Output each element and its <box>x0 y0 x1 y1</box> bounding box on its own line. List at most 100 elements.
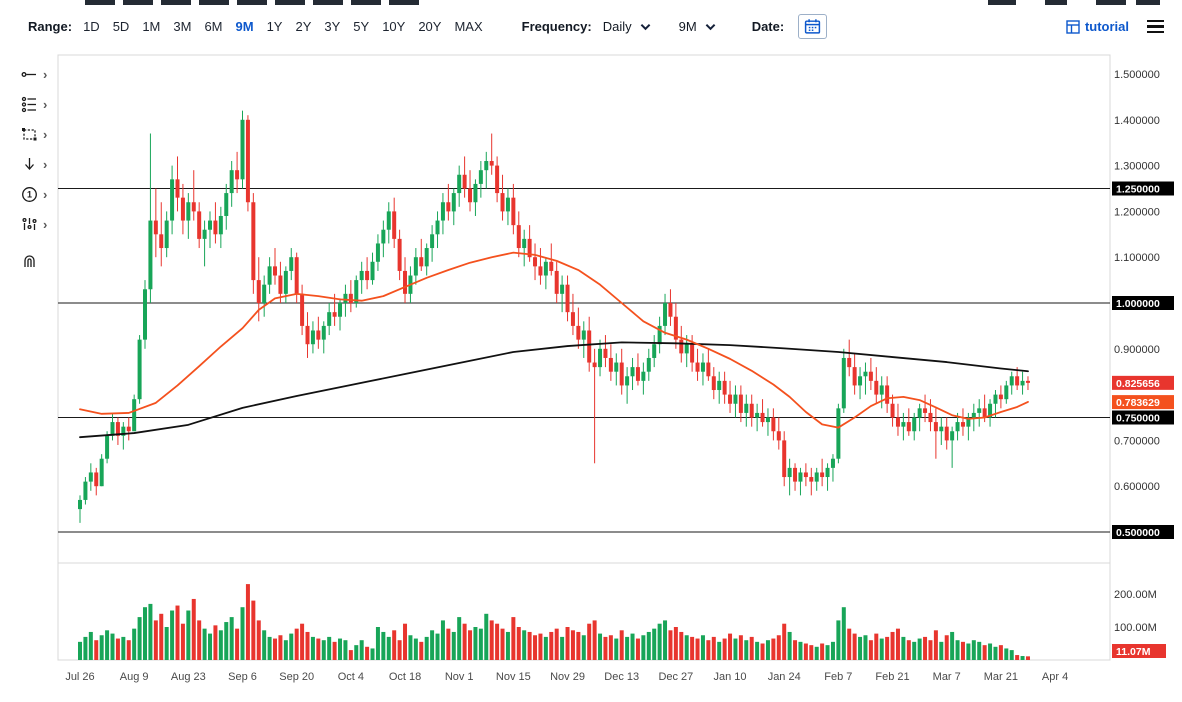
chevron-right-icon: › <box>43 186 48 202</box>
svg-text:11.07M: 11.07M <box>1116 646 1151 658</box>
svg-text:Sep 20: Sep 20 <box>279 671 314 683</box>
magnet-tool[interactable] <box>0 245 56 275</box>
date-picker-button[interactable] <box>798 14 828 39</box>
indicators-tool[interactable]: › <box>0 89 56 119</box>
range-label: Range: <box>28 19 73 34</box>
svg-text:0.750000: 0.750000 <box>1116 413 1160 425</box>
svg-text:Jan 24: Jan 24 <box>768 671 801 683</box>
range-selector: 1D 5D 1M 3M 6M 9M 1Y 2Y 3Y 5Y 10Y 20Y MAX <box>83 19 496 34</box>
svg-text:Nov 29: Nov 29 <box>550 671 585 683</box>
frequency-dropdown[interactable]: Daily <box>603 19 651 34</box>
svg-text:200.00M: 200.00M <box>1114 589 1157 601</box>
range-option-3m[interactable]: 3M <box>173 19 192 34</box>
range-option-9m[interactable]: 9M <box>235 19 254 34</box>
cropped-tab[interactable] <box>85 0 115 5</box>
svg-text:Dec 13: Dec 13 <box>604 671 639 683</box>
range-option-6m[interactable]: 6M <box>204 19 223 34</box>
svg-text:Jul 26: Jul 26 <box>65 671 94 683</box>
svg-text:0.900000: 0.900000 <box>1114 344 1160 356</box>
cropped-tab[interactable] <box>389 0 419 5</box>
svg-text:Aug 23: Aug 23 <box>171 671 206 683</box>
range-option-1m[interactable]: 1M <box>142 19 161 34</box>
candles-layer[interactable] <box>78 110 1030 523</box>
svg-text:Mar 7: Mar 7 <box>933 671 961 683</box>
tutorial-grid-icon <box>1066 19 1080 34</box>
frequency-value: Daily <box>602 19 632 34</box>
range-option-5d[interactable]: 5D <box>112 19 130 34</box>
arrow-tool[interactable]: › <box>0 149 56 179</box>
volume-badge: 11.07M <box>1112 644 1166 658</box>
cropped-tab[interactable] <box>988 0 1016 5</box>
cropped-tab[interactable] <box>1045 0 1067 5</box>
tutorial-link[interactable]: tutorial <box>1066 19 1129 34</box>
cropped-tab[interactable] <box>237 0 267 5</box>
svg-text:1.000000: 1.000000 <box>1116 298 1160 310</box>
svg-text:0.783629: 0.783629 <box>1116 397 1160 409</box>
svg-text:Aug 9: Aug 9 <box>120 671 149 683</box>
pattern-tool[interactable]: › <box>0 209 56 239</box>
candlestick-chart[interactable]: 1.500000 1.400000 1.300000 1.200000 1.100000… <box>0 47 1182 702</box>
cropped-tab[interactable] <box>351 0 381 5</box>
x-axis-labels: Jul 26 Aug 9 Aug 23 Sep 6 Sep 20 Oct 4 Oct 18 N… <box>65 671 1068 683</box>
svg-text:Mar 21: Mar 21 <box>984 671 1018 683</box>
svg-text:0.500000: 0.500000 <box>1116 527 1160 539</box>
cropped-tab[interactable] <box>1096 0 1126 5</box>
cropped-tab[interactable] <box>1136 0 1160 5</box>
shape-tool-icon <box>22 127 37 140</box>
ma-long-line <box>79 341 1029 439</box>
volume-axis-labels: 200.00M 100.00M <box>1114 589 1157 634</box>
price-axis-labels: 1.500000 1.400000 1.300000 1.200000 1.100000… <box>1112 69 1174 539</box>
svg-text:1.200000: 1.200000 <box>1114 206 1160 218</box>
chevron-right-icon: › <box>43 66 48 82</box>
svg-text:0.700000: 0.700000 <box>1114 435 1160 447</box>
frequency-label: Frequency: <box>521 19 592 34</box>
svg-text:100.00M: 100.00M <box>1114 622 1157 634</box>
range-option-20y[interactable]: 20Y <box>418 19 442 34</box>
magnet-tool-icon <box>24 254 35 267</box>
svg-text:Feb 7: Feb 7 <box>824 671 852 683</box>
chevron-right-icon: › <box>43 216 48 232</box>
volume-layer[interactable] <box>78 584 1030 660</box>
trendline-tool[interactable]: › <box>0 59 56 89</box>
pattern-tool-icon <box>22 217 37 230</box>
cropped-tab[interactable] <box>313 0 343 5</box>
cropped-tab[interactable] <box>161 0 191 5</box>
range-option-10y[interactable]: 10Y <box>382 19 406 34</box>
cropped-tab[interactable] <box>123 0 153 5</box>
cropped-tab[interactable] <box>275 0 305 5</box>
cropped-tabs-strip <box>0 0 1182 6</box>
svg-text:1.250000: 1.250000 <box>1116 184 1160 196</box>
svg-text:Dec 27: Dec 27 <box>658 671 693 683</box>
range-option-3y[interactable]: 3Y <box>324 19 341 34</box>
svg-text:1.400000: 1.400000 <box>1114 115 1160 127</box>
chevron-right-icon: › <box>43 126 48 142</box>
tutorial-label: tutorial <box>1084 19 1129 34</box>
svg-text:1: 1 <box>27 189 32 199</box>
arrow-tool-icon <box>25 157 34 170</box>
calendar-icon <box>805 19 821 34</box>
cropped-tab[interactable] <box>199 0 229 5</box>
svg-text:Apr 4: Apr 4 <box>1042 671 1068 683</box>
svg-text:Oct 4: Oct 4 <box>338 671 364 683</box>
range-option-1d[interactable]: 1D <box>83 19 100 34</box>
number-marker-tool[interactable]: 1 › <box>0 179 56 209</box>
hamburger-menu-icon[interactable] <box>1147 19 1164 34</box>
period-dropdown[interactable]: 9M <box>679 19 716 34</box>
range-option-2y[interactable]: 2Y <box>295 19 312 34</box>
ma-price-badge: 0.783629 <box>1112 395 1174 410</box>
range-option-5y[interactable]: 5Y <box>353 19 370 34</box>
period-value: 9M <box>678 19 697 34</box>
chevron-down-icon <box>705 23 716 30</box>
last-price-badge: 0.825656 <box>1112 375 1174 390</box>
range-option-1y[interactable]: 1Y <box>266 19 283 34</box>
svg-text:1.300000: 1.300000 <box>1114 161 1160 173</box>
drawing-tools-sidebar: › › › › 1 › › <box>0 59 56 275</box>
svg-text:1.500000: 1.500000 <box>1114 69 1160 81</box>
shape-tool[interactable]: › <box>0 119 56 149</box>
chevron-right-icon: › <box>43 96 48 112</box>
trendline-tool-icon <box>21 71 36 77</box>
range-option-max[interactable]: MAX <box>454 19 483 34</box>
date-label: Date: <box>751 19 785 34</box>
svg-text:Jan 10: Jan 10 <box>714 671 747 683</box>
svg-text:Sep 6: Sep 6 <box>228 671 257 683</box>
